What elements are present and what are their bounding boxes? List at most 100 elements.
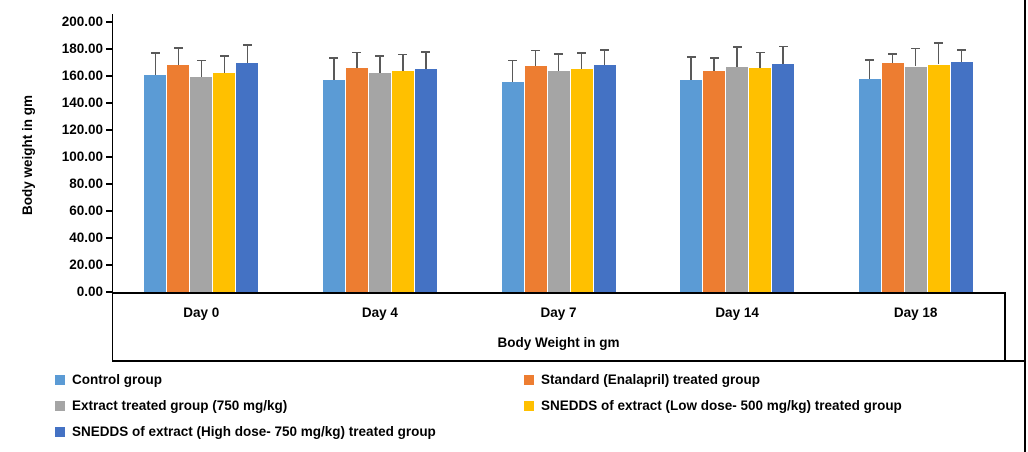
error-bar-line [782, 45, 784, 64]
y-tick-label: 40.00 [69, 230, 103, 245]
error-bar-line [511, 59, 514, 83]
y-tick-label: 80.00 [69, 176, 103, 191]
error-bar-cap [709, 57, 719, 59]
y-tick-mark [105, 48, 112, 50]
error-bar-cap [219, 55, 229, 57]
error-bar-cap [732, 46, 742, 48]
error-bar-line [759, 51, 761, 68]
legend-color-swatch [55, 427, 65, 437]
error-bar-cap [196, 59, 206, 62]
y-tick-label: 120.00 [61, 122, 103, 137]
legend-color-swatch [524, 401, 534, 411]
legend-item: Extract treated group (750 mg/kg) [55, 398, 287, 414]
legend-item: Control group [55, 372, 162, 388]
error-bar-cap [865, 59, 875, 61]
bar-series1-day14 [680, 80, 703, 292]
error-bar-line [402, 53, 404, 72]
error-bar-line [356, 51, 358, 68]
bar-series1-day0 [144, 75, 167, 292]
error-bar-line [333, 57, 335, 81]
y-tick-mark [105, 210, 112, 212]
legend-label: Control group [72, 372, 162, 387]
bar-series2-day18 [881, 63, 904, 292]
error-bar-line [534, 49, 537, 66]
error-bar-line [177, 47, 180, 65]
error-bar-cap [577, 52, 586, 54]
y-tick-mark [105, 21, 112, 23]
legend-label: Extract treated group (750 mg/kg) [72, 398, 288, 413]
y-tick-mark [105, 129, 112, 131]
y-tick-label: 100.00 [61, 149, 103, 164]
bar-series1-day4 [322, 80, 345, 292]
error-bar-cap [778, 45, 788, 48]
legend-item: SNEDDS of extract (High dose- 750 mg/kg)… [55, 424, 436, 440]
error-bar-cap [352, 51, 362, 54]
y-tick-mark [105, 291, 112, 293]
error-bar-line [154, 52, 157, 76]
legend-label: Standard (Enalapril) treated group [541, 372, 761, 387]
bar-series1-day18 [858, 78, 881, 292]
bar-series3-day18 [904, 66, 927, 292]
legend-item: SNEDDS of extract (Low dose- 500 mg/kg) … [524, 398, 902, 414]
error-bar-line [868, 59, 871, 79]
x-category-label: Day 18 [893, 305, 938, 320]
bar-series3-day4 [368, 72, 391, 292]
y-tick-label: 0.00 [76, 284, 103, 299]
error-bar-line [425, 51, 427, 69]
legend-item: Standard (Enalapril) treated group [524, 372, 760, 388]
bar-series3-day0 [190, 77, 213, 292]
error-bar-line [891, 53, 894, 64]
error-bar-cap [398, 53, 408, 56]
error-bar-line [200, 59, 203, 78]
y-tick-label: 20.00 [69, 257, 103, 272]
legend-color-swatch [524, 375, 534, 385]
error-bar-line [246, 44, 249, 64]
bar-series5-day7 [593, 65, 616, 292]
error-bar-cap [554, 53, 563, 55]
bar-series2-day0 [167, 64, 190, 292]
bar-series4-day0 [213, 73, 236, 292]
bar-series2-day14 [703, 70, 726, 292]
error-bar-cap [888, 53, 898, 55]
y-tick-mark [105, 264, 112, 266]
error-bar-line [557, 53, 560, 71]
y-tick-label: 200.00 [61, 14, 103, 29]
bar-series5-day14 [772, 63, 795, 292]
y-tick-label: 180.00 [61, 41, 103, 56]
y-tick-mark [105, 183, 112, 185]
bar-series4-day7 [570, 69, 593, 292]
category-box-bottom-border [111, 360, 1026, 362]
error-bar-line [914, 47, 917, 67]
bar-series5-day4 [414, 68, 437, 292]
bar-series2-day7 [524, 65, 547, 292]
bar-series3-day14 [726, 67, 749, 292]
error-bar-cap [329, 57, 339, 59]
bar-series4-day18 [927, 64, 950, 292]
error-bar-line [603, 49, 606, 66]
error-bar-line [580, 52, 583, 70]
error-bar-line [960, 49, 963, 62]
legend-label: SNEDDS of extract (High dose- 750 mg/kg)… [72, 424, 436, 439]
x-category-label: Day 4 [361, 305, 398, 320]
error-bar-cap [173, 47, 183, 49]
bar-series4-day4 [391, 71, 414, 292]
error-bar-cap [911, 47, 921, 50]
error-bar-line [937, 42, 940, 65]
y-tick-mark [105, 75, 112, 77]
bar-series2-day4 [345, 67, 368, 292]
error-bar-line [713, 57, 715, 71]
error-bar-line [690, 56, 692, 80]
y-tick-mark [105, 156, 112, 158]
legend-color-swatch [55, 401, 65, 411]
error-bar-line [736, 46, 738, 68]
error-bar-cap [508, 59, 517, 62]
x-axis-title: Body Weight in gm [497, 335, 620, 350]
error-bar-cap [421, 51, 431, 53]
y-tick-label: 160.00 [61, 68, 103, 83]
x-axis-line [111, 292, 1006, 294]
bar-series4-day14 [749, 67, 772, 292]
bar-series5-day0 [236, 63, 259, 292]
error-bar-cap [755, 51, 765, 54]
chart-right-border [1024, 0, 1026, 452]
error-bar-cap [686, 56, 696, 58]
